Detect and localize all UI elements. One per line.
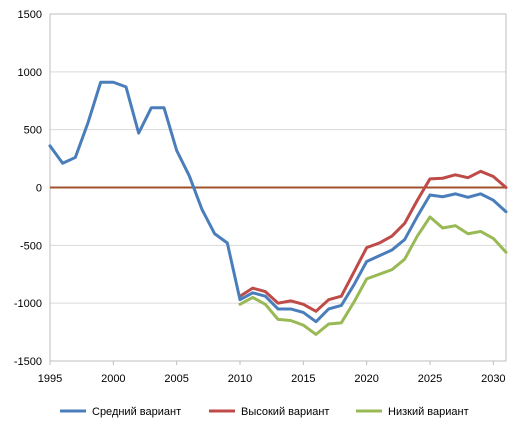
x-tick-labels: 1995 2000 2005 2010 2015 2020 2025 2030 [38, 373, 506, 385]
y-tick-label: 0 [36, 183, 42, 195]
legend: Средний вариант Высокий вариант Низкий вар… [60, 406, 469, 418]
x-tick-label: 2015 [291, 373, 315, 385]
legend-label-1: Высокий вариант [241, 406, 329, 418]
y-tick-label: -500 [20, 240, 42, 252]
legend-label-0: Средний вариант [92, 406, 181, 418]
y-tick-label: 1500 [18, 9, 42, 21]
y-tick-label: 1000 [18, 67, 42, 79]
y-tick-label: 500 [24, 125, 42, 137]
series-line-1 [238, 169, 508, 313]
series-lines [48, 80, 508, 336]
series-line-0 [48, 80, 508, 324]
y-tick-labels: 1500 1000 500 0 -500 -1000 -1500 [14, 9, 42, 368]
y-tick-label: -1000 [14, 298, 42, 310]
legend-label-2: Низкий вариант [388, 406, 469, 418]
axes [49, 13, 507, 365]
x-tick-label: 2030 [481, 373, 505, 385]
series-line-2 [238, 215, 508, 336]
x-tick-label: 1995 [38, 373, 62, 385]
x-tick-label: 2020 [354, 373, 378, 385]
y-tick-label: -1500 [14, 356, 42, 368]
x-tick-label: 2010 [228, 373, 252, 385]
x-tick-label: 2025 [418, 373, 442, 385]
x-tick-label: 2000 [101, 373, 125, 385]
x-tick-label: 2005 [164, 373, 188, 385]
